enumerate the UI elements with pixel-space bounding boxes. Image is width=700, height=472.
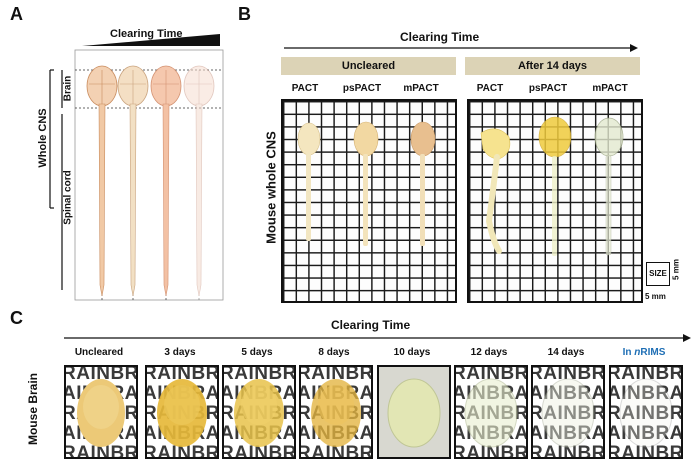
panel-c-arrow	[64, 334, 691, 342]
nrims-suffix: RIMS	[640, 347, 666, 358]
col-header-pspact-cleared: psPACT	[528, 83, 568, 94]
col-header-mpact-cleared: mPACT	[592, 83, 628, 94]
cns-illustration-stage-3	[150, 65, 182, 300]
panel-b-arrow	[284, 44, 638, 52]
cns-illustration-cleared	[183, 65, 215, 300]
col-header-pact-uncleared: PACT	[291, 83, 319, 94]
brain-photo-10-days	[377, 365, 451, 459]
mouse-whole-cns-label: Mouse whole CNS	[263, 131, 279, 244]
time-label-3-days: 3 days	[164, 347, 196, 358]
uncleared-band: Uncleared	[281, 57, 456, 75]
after-14-days-band: After 14 days	[465, 57, 640, 75]
time-label-8-days: 8 days	[318, 347, 350, 358]
cns-photo-pspact-uncleared	[353, 121, 379, 246]
time-label-12-days: 12 days	[470, 347, 508, 358]
cns-photo-pact-uncleared	[297, 122, 321, 241]
cleared-grid-photo	[467, 99, 643, 303]
cns-photo-pact-cleared	[480, 128, 511, 254]
clearing-time-wedge	[82, 34, 220, 46]
col-header-pact-cleared: PACT	[476, 83, 504, 94]
nrims-italic: n	[634, 347, 641, 358]
cns-photo-mpact-uncleared	[410, 121, 436, 246]
time-label-in-nrims: In nRIMS	[607, 347, 681, 358]
nrims-prefix: In	[622, 347, 635, 358]
col-header-pspact-uncleared: psPACT	[342, 83, 382, 94]
panel-c-clearing-time: Clearing Time	[331, 318, 411, 332]
scale-height-label: 5 mm	[671, 259, 681, 280]
panel-a-label: A	[10, 4, 23, 24]
panel-b-clearing-time: Clearing Time	[400, 30, 480, 44]
time-label-5-days: 5 days	[241, 347, 273, 358]
panel-a-box	[74, 49, 224, 301]
panel-b-label: B	[238, 4, 251, 24]
brain-label: Brain	[62, 75, 74, 102]
scale-box: SIZE	[646, 262, 670, 286]
time-label-uncleared: Uncleared	[74, 347, 124, 358]
panel-c-label: C	[10, 308, 23, 328]
cns-illustration-uncleared	[86, 65, 118, 300]
col-header-mpact-uncleared: mPACT	[403, 83, 439, 94]
time-label-14-days: 14 days	[547, 347, 585, 358]
scale-width-label: 5 mm	[645, 292, 666, 301]
cns-photo-pspact-cleared	[538, 116, 572, 256]
spinal-cord-label: Spinal cord	[62, 170, 74, 225]
time-label-10-days: 10 days	[393, 347, 431, 358]
uncleared-grid-photo	[281, 99, 457, 303]
cns-illustration-stage-2	[117, 65, 149, 300]
cns-photo-mpact-cleared	[594, 117, 624, 256]
whole-cns-label: Whole CNS	[37, 108, 49, 168]
mouse-brain-label: Mouse Brain	[26, 373, 40, 446]
panel-a-clearing-time: Clearing Time	[110, 28, 183, 40]
panel-a-illustration	[49, 34, 224, 301]
